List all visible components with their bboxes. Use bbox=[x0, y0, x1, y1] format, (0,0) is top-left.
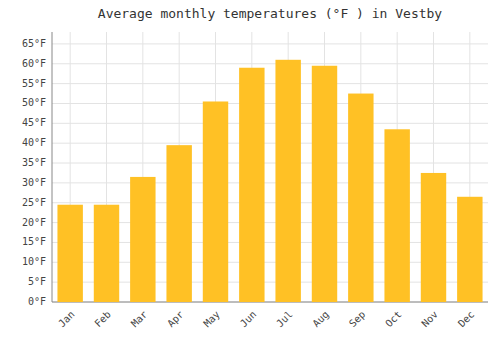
x-tick-label: Aug bbox=[310, 309, 331, 330]
y-tick-label: 0°F bbox=[28, 296, 46, 307]
y-tick-label: 25°F bbox=[22, 197, 46, 208]
bar bbox=[275, 60, 300, 302]
y-grid-line bbox=[52, 143, 488, 144]
bar bbox=[94, 205, 119, 302]
bar bbox=[312, 66, 337, 302]
y-grid-line bbox=[52, 63, 488, 64]
y-tick-label: 40°F bbox=[22, 137, 46, 148]
chart: 0°F 5°F 10°F 15°F 20°F 25°F 30°F 35°F 40°F 45°F 50… bbox=[0, 0, 500, 350]
x-tick-label: Jul bbox=[274, 309, 295, 330]
y-grid-line bbox=[52, 83, 488, 84]
x-tick-label: Mar bbox=[129, 309, 150, 330]
bars bbox=[57, 60, 482, 302]
bar bbox=[348, 94, 373, 302]
x-tick-label: Nov bbox=[419, 309, 440, 330]
y-grid-line bbox=[52, 123, 488, 124]
x-tick-label: Jan bbox=[56, 309, 77, 330]
y-tick-label: 20°F bbox=[22, 217, 46, 228]
bar bbox=[166, 145, 191, 302]
x-tick-label: Oct bbox=[383, 309, 404, 330]
y-axis-line bbox=[52, 32, 53, 302]
y-tick-label: 30°F bbox=[22, 177, 46, 188]
chart-container: 0°F 5°F 10°F 15°F 20°F 25°F 30°F 35°F 40°F 45°F 50… bbox=[0, 0, 500, 350]
x-tick-label: May bbox=[201, 309, 222, 330]
x-tick-label: Feb bbox=[92, 309, 113, 330]
y-grid-line bbox=[52, 163, 488, 164]
title: Average monthly temperatures (°F ) in Ve… bbox=[98, 6, 443, 21]
bar bbox=[457, 197, 482, 302]
axes: 0°F 5°F 10°F 15°F 20°F 25°F 30°F 35°F 40°F 45°F 50… bbox=[22, 32, 488, 329]
y-grid-line bbox=[52, 43, 488, 44]
y-tick-label: 55°F bbox=[22, 78, 46, 89]
bar bbox=[203, 101, 228, 302]
y-tick-label: 5°F bbox=[28, 276, 46, 287]
bar bbox=[421, 173, 446, 302]
bar bbox=[130, 177, 155, 302]
x-tick-label: Apr bbox=[165, 309, 186, 330]
y-tick-label: 65°F bbox=[22, 38, 46, 49]
y-tick-label: 45°F bbox=[22, 117, 46, 128]
y-tick-label: 35°F bbox=[22, 157, 46, 168]
x-tick-label: Jun bbox=[238, 309, 259, 330]
bar bbox=[239, 68, 264, 302]
bar bbox=[384, 129, 409, 302]
bar bbox=[57, 205, 82, 302]
y-tick-label: 10°F bbox=[22, 256, 46, 267]
grid bbox=[52, 32, 488, 302]
y-tick-label: 15°F bbox=[22, 236, 46, 247]
y-grid-line bbox=[52, 103, 488, 104]
y-tick-label: 60°F bbox=[22, 58, 46, 69]
x-tick-label: Dec bbox=[456, 309, 477, 330]
x-tick-label: Sep bbox=[347, 309, 368, 330]
y-tick-label: 50°F bbox=[22, 97, 46, 108]
